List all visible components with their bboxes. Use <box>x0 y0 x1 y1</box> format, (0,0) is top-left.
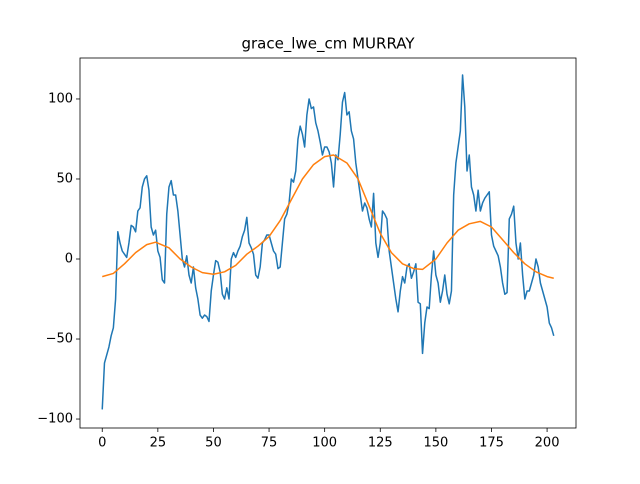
x-tick-label: 125 <box>368 436 393 451</box>
x-tick-label: 150 <box>423 436 448 451</box>
chart-title: grace_lwe_cm MURRAY <box>241 35 415 54</box>
y-tick-label: 0 <box>65 252 73 267</box>
series-line <box>102 154 554 279</box>
x-tick-label: 100 <box>312 436 337 451</box>
x-tick-label: 75 <box>261 436 278 451</box>
y-tick-label: 50 <box>56 171 73 186</box>
x-tick-label: 0 <box>98 436 106 451</box>
y-tick-label: −100 <box>37 412 73 427</box>
y-tick-label: −50 <box>46 332 73 347</box>
series-line <box>101 74 555 410</box>
x-tick-label: 200 <box>535 436 560 451</box>
plot-frame <box>79 57 577 429</box>
x-tick-label: 50 <box>205 436 222 451</box>
y-tick-label: 100 <box>48 91 73 106</box>
x-tick-label: 175 <box>479 436 504 451</box>
x-tick-label: 25 <box>150 436 167 451</box>
